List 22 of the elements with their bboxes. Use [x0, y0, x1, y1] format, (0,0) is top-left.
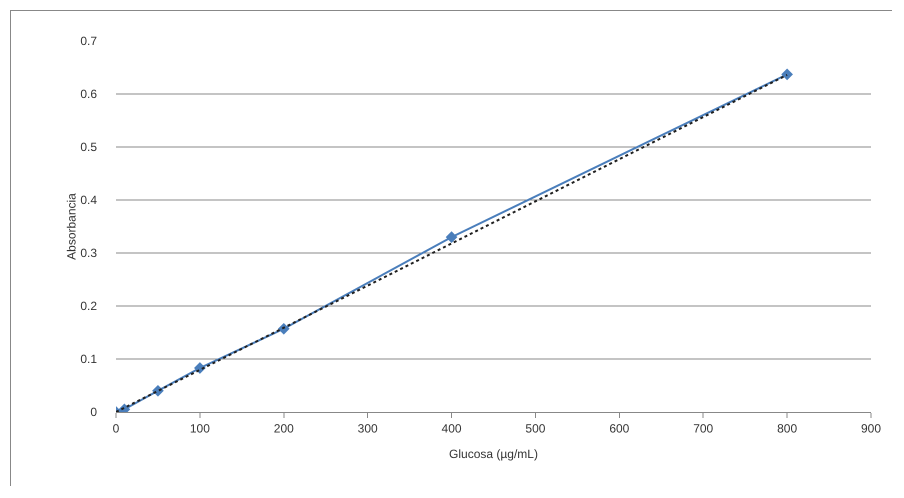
y-tick-label: 0.5	[80, 140, 98, 154]
y-tick-label: 0.6	[80, 87, 98, 102]
y-tick-label: 0.4	[80, 193, 98, 208]
point	[446, 231, 458, 243]
x-tick-label: 500	[525, 421, 546, 436]
point	[781, 68, 793, 80]
x-tick-label: 200	[274, 421, 294, 436]
x-tick-label: 0	[112, 421, 120, 436]
y-tick-label: 0.3	[80, 246, 98, 260]
x-tick-label: 800	[777, 421, 798, 436]
x-tick-label: 900	[860, 421, 882, 436]
x-axis-title: Glucosa (µg/mL)	[449, 447, 538, 461]
y-tick-label: 0.2	[80, 299, 98, 314]
y-tick-label: 0	[90, 405, 98, 420]
y-tick-label: 0.7	[80, 34, 98, 48]
x-tick-label: 600	[609, 421, 630, 436]
x-tick-label: 300	[358, 421, 378, 436]
x-tick-label: 400	[442, 421, 462, 436]
y-tick-label: 0.1	[80, 352, 98, 366]
x-tick-label: 700	[693, 421, 714, 436]
x-tick-label: 100	[190, 421, 210, 436]
y-axis-title: Absorbancia	[64, 192, 78, 260]
